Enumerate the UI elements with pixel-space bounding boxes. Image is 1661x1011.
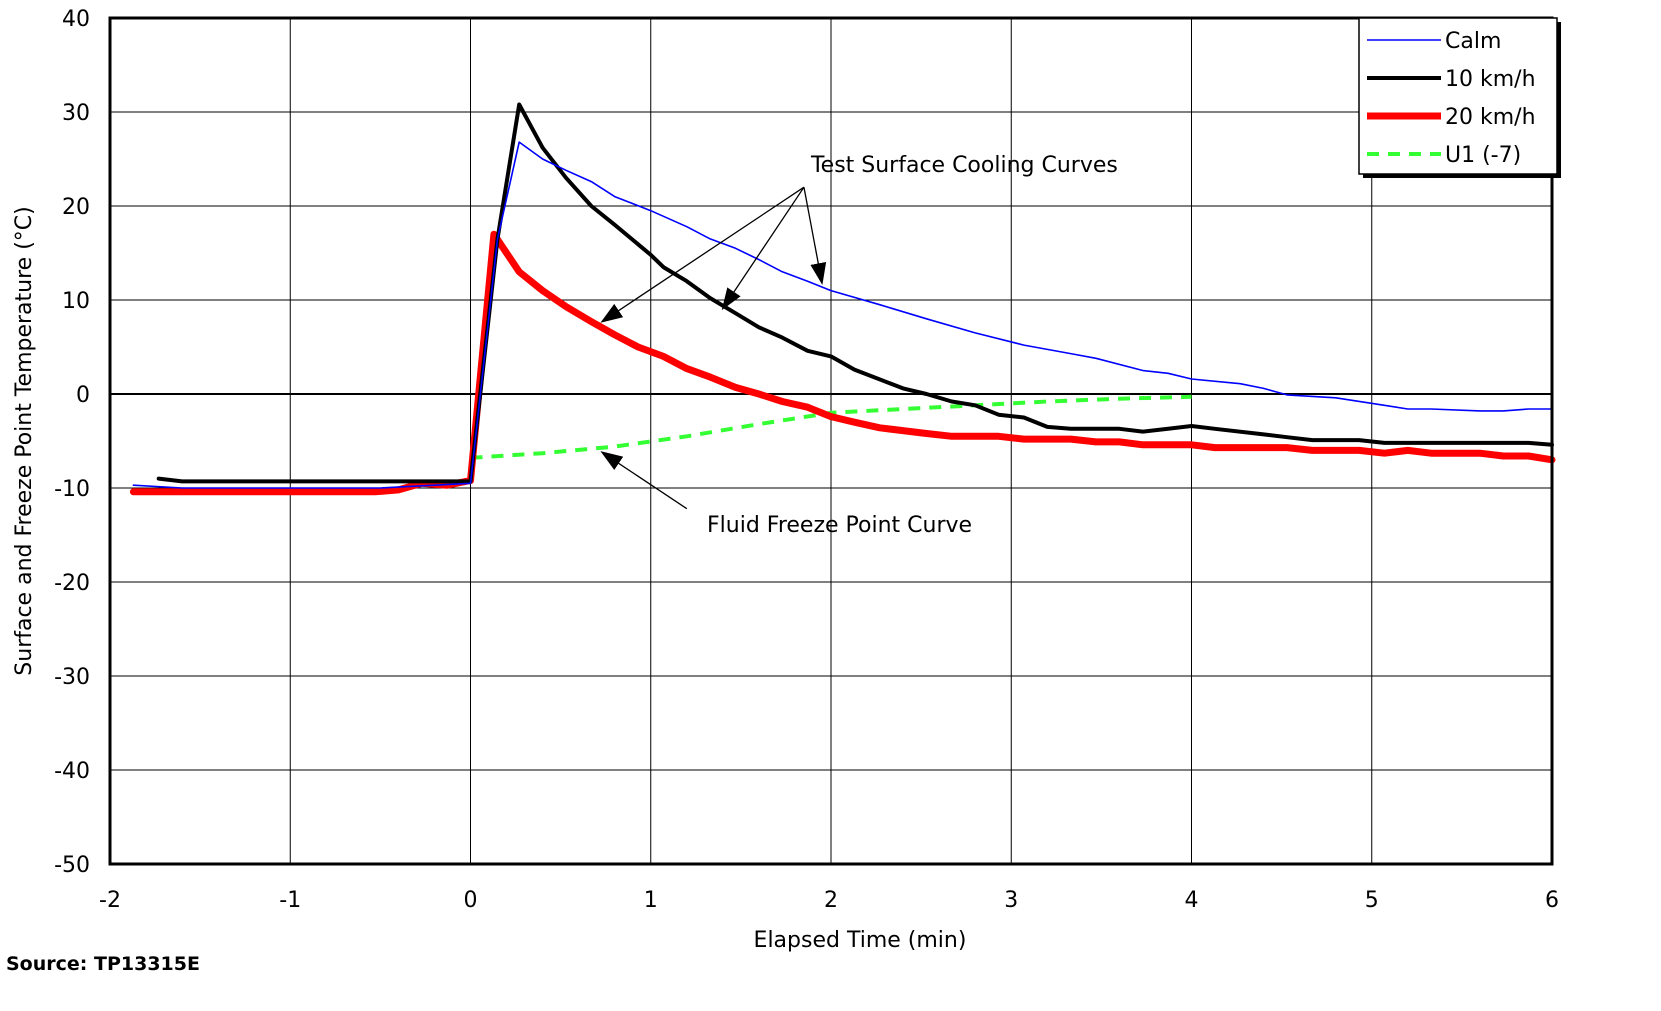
legend-box [1358,17,1558,175]
annotation-arrow [803,187,827,286]
annotation-label: Fluid Freeze Point Curve [707,513,972,538]
x-axis-title: Elapsed Time (min) [754,928,967,953]
series-group [129,102,1556,496]
y-tick-label: 20 [62,195,90,220]
y-tick-label: -30 [54,665,90,690]
y-tick-label: 30 [62,101,90,126]
y-tick-label: -50 [54,853,90,878]
y-tick-label: -40 [54,759,90,784]
x-tick-label: 2 [824,888,838,913]
y-tick-label: 40 [62,7,90,32]
annotation-arrow [600,451,688,510]
legend-label: 10 km/h [1445,67,1536,92]
x-tick-label: 5 [1365,888,1379,913]
series-line-calm [132,141,1553,489]
annotation-label: Test Surface Cooling Curves [810,153,1118,178]
series-line-10-km-h [156,102,1554,484]
x-tick-label: 4 [1185,888,1199,913]
annotation-arrow [721,186,805,311]
y-tick-label: -10 [54,477,90,502]
series-line-20-km-h [129,230,1556,496]
x-tick-label: -1 [279,888,301,913]
y-tick-label: 10 [62,289,90,314]
legend: Calm 10 km/h 20 km/h U1 (-7) [1358,17,1561,178]
legend-label: 20 km/h [1445,105,1536,130]
x-tick-label: 1 [644,888,658,913]
legend-label: Calm [1445,29,1501,54]
y-axis-title: Surface and Freeze Point Temperature (°C… [12,206,37,675]
y-tick-label: -20 [54,571,90,596]
annotations: Test Surface Cooling Curves Fluid Freeze … [600,153,1118,538]
plot-frame [108,16,1554,866]
x-tick-label: 6 [1545,888,1559,913]
source-note: Source: TP13315E [6,953,200,975]
x-tick-label: 0 [464,888,478,913]
x-tick-label: -2 [99,888,121,913]
annotation-arrow [600,186,805,323]
series-line-u1-7 [470,394,1192,460]
y-tick-label: 0 [76,383,90,408]
x-tick-label: 3 [1004,888,1018,913]
legend-label: U1 (-7) [1445,143,1521,168]
